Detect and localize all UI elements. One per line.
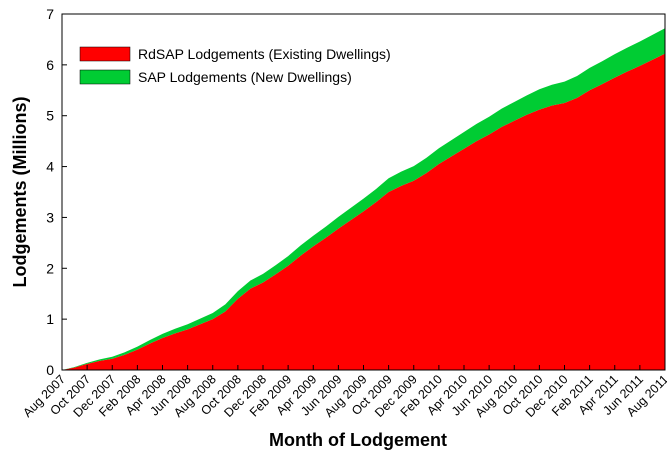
y-tick-label: 3 [46,209,54,225]
legend-swatch [79,46,131,62]
y-tick-label: 2 [46,260,54,276]
y-tick-label: 0 [46,362,54,378]
legend-label: SAP Lodgements (New Dwellings) [138,69,352,85]
area [62,28,665,371]
y-tick-label: 7 [46,6,54,22]
area [62,53,665,370]
legend-label: RdSAP Lodgements (Existing Dwellings) [138,46,391,62]
y-tick-label: 5 [46,108,54,124]
x-axis-label: Month of Lodgement [269,430,447,450]
y-tick-label: 6 [46,57,54,73]
y-tick-label: 1 [46,311,54,327]
y-tick-label: 4 [46,159,54,175]
y-axis-label: Lodgements (Millions) [10,96,30,287]
legend-swatch [79,69,131,85]
